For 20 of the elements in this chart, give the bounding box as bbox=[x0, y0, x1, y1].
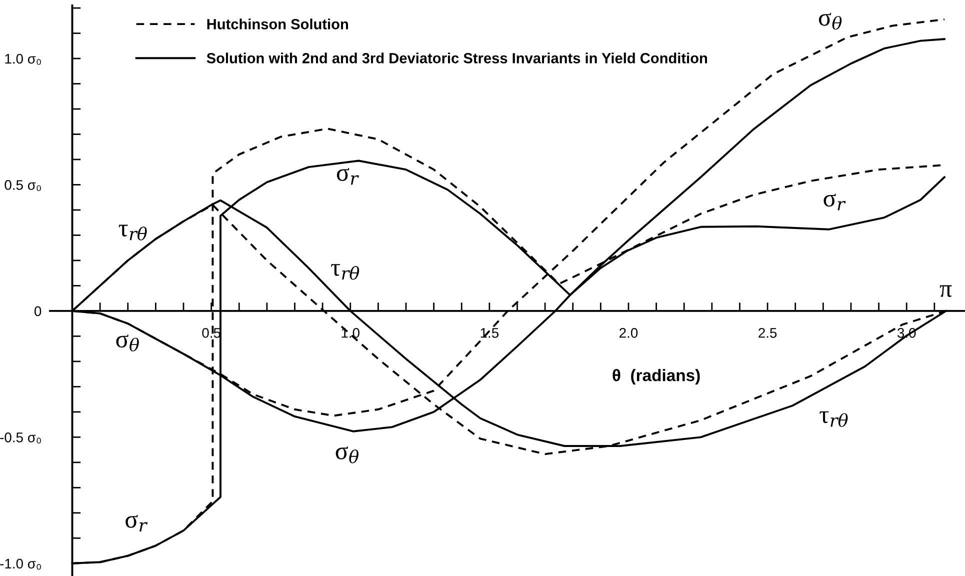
legend-label: Hutchinson Solution bbox=[207, 18, 348, 30]
x-tick-label: 2.5 bbox=[758, 328, 777, 338]
annotation: σ$_{θ}$ bbox=[818, 12, 842, 30]
annotation: σ$_{r}$ bbox=[336, 168, 359, 185]
x-tick-label: 2.0 bbox=[620, 328, 638, 338]
annotation: σ$_{r}$ bbox=[824, 194, 846, 210]
annotation: τ$_{rθ}$ bbox=[331, 264, 360, 280]
annotation: σ$_{θ}$ bbox=[336, 446, 358, 464]
annotation: σ$_{θ}$ bbox=[116, 334, 139, 352]
y-tick-label: -1.0 σ₀ bbox=[0, 558, 41, 570]
y-tick-label: 0 bbox=[34, 306, 42, 316]
y-tick-label: 1.0 σ₀ bbox=[5, 54, 41, 65]
annotation: τ$_{rθ}$ bbox=[118, 224, 147, 240]
y-tick-label: -0.5 σ₀ bbox=[0, 432, 41, 444]
annotation: σ$_{r}$ bbox=[126, 514, 148, 532]
annotation: π bbox=[940, 285, 952, 298]
x-axis-title: θ (radians) bbox=[612, 369, 700, 385]
y-tick-label: 0.5 σ₀ bbox=[4, 180, 41, 192]
annotation: τ$_{rθ}$ bbox=[820, 411, 848, 427]
legend-label: Solution with 2nd and 3rd Deviatoric Stress Invariants in Yield Condition bbox=[206, 52, 708, 64]
